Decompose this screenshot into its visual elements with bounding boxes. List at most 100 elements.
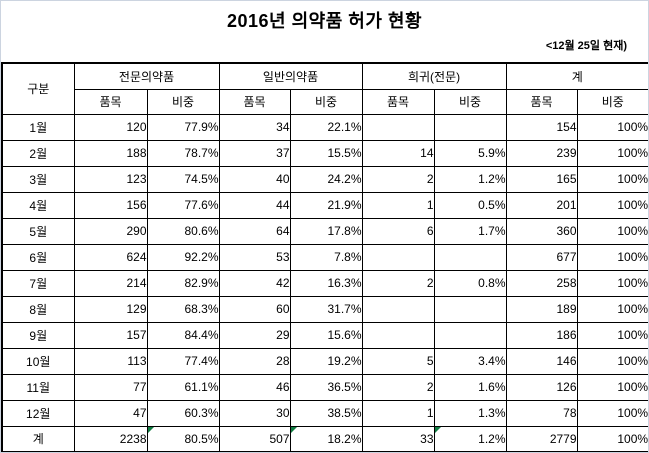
table-cell[interactable]: 61.1% — [146, 373, 220, 401]
table-cell[interactable]: 100% — [576, 373, 648, 401]
table-cell[interactable]: 214 — [73, 269, 148, 297]
table-cell[interactable]: 100% — [576, 347, 648, 375]
table-cell[interactable]: 64 — [218, 217, 291, 245]
table-cell[interactable]: 82.9% — [146, 269, 220, 297]
subheader-cell-proportion[interactable]: 비중 — [146, 88, 220, 115]
subheader-cell-proportion[interactable]: 비중 — [433, 88, 507, 115]
subheader-cell-items[interactable]: 품목 — [505, 88, 578, 115]
table-cell[interactable]: 5.9% — [433, 139, 507, 167]
table-cell[interactable] — [361, 113, 435, 141]
table-cell[interactable]: 0.8% — [433, 269, 507, 297]
table-cell[interactable]: 1.2% — [433, 425, 507, 452]
table-cell[interactable]: 14 — [361, 139, 435, 167]
row-label-cell[interactable]: 7월 — [1, 269, 75, 297]
table-cell[interactable]: 22.1% — [289, 113, 363, 141]
row-label-cell[interactable]: 5월 — [1, 217, 75, 245]
table-cell[interactable]: 1.3% — [433, 399, 507, 427]
table-cell[interactable]: 100% — [576, 243, 648, 271]
table-cell[interactable]: 1.2% — [433, 165, 507, 193]
table-cell[interactable]: 17.8% — [289, 217, 363, 245]
table-cell[interactable]: 1.7% — [433, 217, 507, 245]
table-cell[interactable]: 129 — [73, 295, 148, 323]
table-cell[interactable]: 15.6% — [289, 321, 363, 349]
subheader-cell-proportion[interactable]: 비중 — [289, 88, 363, 115]
table-cell[interactable]: 186 — [505, 321, 578, 349]
table-cell[interactable]: 44 — [218, 191, 291, 219]
table-cell[interactable]: 15.5% — [289, 139, 363, 167]
table-cell[interactable]: 74.5% — [146, 165, 220, 193]
table-cell[interactable] — [361, 295, 435, 323]
table-cell[interactable]: 360 — [505, 217, 578, 245]
table-cell[interactable]: 100% — [576, 321, 648, 349]
table-cell[interactable] — [361, 321, 435, 349]
table-cell[interactable]: 258 — [505, 269, 578, 297]
table-cell[interactable]: 77.9% — [146, 113, 220, 141]
table-cell[interactable]: 84.4% — [146, 321, 220, 349]
row-label-cell[interactable]: 6월 — [1, 243, 75, 271]
group-header-cell-total[interactable]: 계 — [505, 62, 648, 90]
table-cell[interactable]: 3.4% — [433, 347, 507, 375]
table-cell[interactable]: 189 — [505, 295, 578, 323]
table-cell[interactable]: 0.5% — [433, 191, 507, 219]
table-cell[interactable]: 154 — [505, 113, 578, 141]
row-label-cell[interactable]: 2월 — [1, 139, 75, 167]
table-cell[interactable]: 60.3% — [146, 399, 220, 427]
table-cell[interactable]: 78 — [505, 399, 578, 427]
group-header-cell-otc[interactable]: 일반의약품 — [218, 62, 363, 90]
table-cell[interactable]: 100% — [576, 425, 648, 452]
table-cell[interactable] — [433, 321, 507, 349]
table-cell[interactable]: 120 — [73, 113, 148, 141]
table-cell[interactable]: 80.5% — [146, 425, 220, 452]
row-label-cell[interactable]: 9월 — [1, 321, 75, 349]
table-cell[interactable]: 126 — [505, 373, 578, 401]
table-cell[interactable]: 77.6% — [146, 191, 220, 219]
table-cell[interactable]: 677 — [505, 243, 578, 271]
table-cell[interactable]: 2238 — [73, 425, 148, 452]
table-cell[interactable]: 19.2% — [289, 347, 363, 375]
table-cell[interactable]: 507 — [218, 425, 291, 452]
table-cell[interactable]: 21.9% — [289, 191, 363, 219]
table-cell[interactable]: 29 — [218, 321, 291, 349]
table-cell[interactable]: 5 — [361, 347, 435, 375]
table-cell[interactable]: 47 — [73, 399, 148, 427]
row-label-cell[interactable]: 11월 — [1, 373, 75, 401]
subheader-cell-items[interactable]: 품목 — [218, 88, 291, 115]
table-cell[interactable]: 37 — [218, 139, 291, 167]
table-cell[interactable]: 239 — [505, 139, 578, 167]
table-cell[interactable]: 92.2% — [146, 243, 220, 271]
table-cell[interactable]: 290 — [73, 217, 148, 245]
table-cell[interactable]: 30 — [218, 399, 291, 427]
row-label-cell[interactable]: 12월 — [1, 399, 75, 427]
table-cell[interactable]: 60 — [218, 295, 291, 323]
table-cell[interactable]: 80.6% — [146, 217, 220, 245]
group-header-cell-prescription[interactable]: 전문의약품 — [73, 62, 220, 90]
table-cell[interactable]: 100% — [576, 269, 648, 297]
table-cell[interactable]: 188 — [73, 139, 148, 167]
table-cell[interactable]: 7.8% — [289, 243, 363, 271]
table-cell[interactable]: 165 — [505, 165, 578, 193]
table-cell[interactable]: 40 — [218, 165, 291, 193]
table-cell[interactable]: 2 — [361, 373, 435, 401]
subheader-cell-items[interactable]: 품목 — [361, 88, 435, 115]
row-label-cell[interactable]: 8월 — [1, 295, 75, 323]
table-cell[interactable]: 78.7% — [146, 139, 220, 167]
table-cell[interactable]: 156 — [73, 191, 148, 219]
table-cell[interactable]: 16.3% — [289, 269, 363, 297]
table-cell[interactable]: 100% — [576, 217, 648, 245]
subheader-cell-proportion[interactable]: 비중 — [576, 88, 648, 115]
row-label-cell[interactable]: 10월 — [1, 347, 75, 375]
table-cell[interactable]: 100% — [576, 113, 648, 141]
table-cell[interactable] — [433, 113, 507, 141]
table-cell[interactable]: 31.7% — [289, 295, 363, 323]
table-cell[interactable]: 77.4% — [146, 347, 220, 375]
row-label-cell[interactable]: 4월 — [1, 191, 75, 219]
subheader-cell-items[interactable]: 품목 — [73, 88, 148, 115]
table-cell[interactable]: 38.5% — [289, 399, 363, 427]
row-label-cell[interactable]: 1월 — [1, 113, 75, 141]
corner-header-cell[interactable]: 구분 — [1, 62, 75, 115]
table-cell[interactable]: 42 — [218, 269, 291, 297]
table-cell[interactable]: 146 — [505, 347, 578, 375]
table-cell[interactable]: 100% — [576, 165, 648, 193]
table-cell[interactable]: 68.3% — [146, 295, 220, 323]
table-cell[interactable]: 46 — [218, 373, 291, 401]
